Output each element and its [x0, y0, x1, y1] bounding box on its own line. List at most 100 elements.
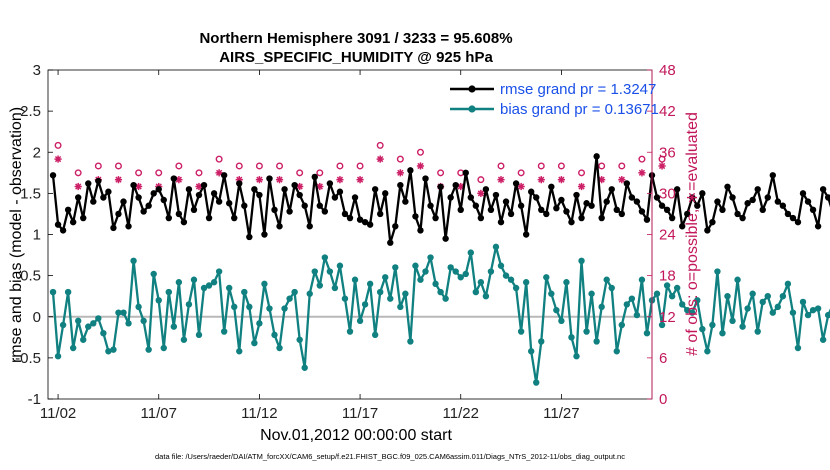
rmse-point	[69, 218, 77, 226]
rmse-point	[432, 214, 439, 222]
rmse-point	[618, 210, 625, 218]
bias-point	[341, 295, 349, 302]
rmse-point	[658, 202, 666, 209]
rmse-point	[125, 223, 132, 230]
obs-evaluated-marker	[336, 176, 344, 184]
obs-possible-marker	[376, 141, 384, 149]
obs-evaluated-marker	[537, 176, 545, 184]
bias-point	[608, 284, 615, 292]
bias-point	[628, 295, 636, 302]
rmse-point	[241, 202, 248, 209]
x-tick-label: 11/02	[40, 405, 76, 422]
bias-point	[276, 344, 283, 352]
bias-point	[623, 301, 631, 308]
bias-point	[558, 317, 565, 325]
rmse-point	[301, 202, 308, 209]
bias-point	[417, 276, 424, 283]
bias-point	[502, 272, 510, 279]
bias-point	[371, 331, 379, 339]
bias-point	[286, 295, 293, 302]
x-tick-label: 11/27	[543, 405, 579, 422]
rmse-point	[130, 181, 137, 189]
rmse-point	[789, 214, 797, 222]
bias-point	[663, 282, 671, 289]
bias-point	[673, 284, 681, 292]
rmse-point	[371, 186, 379, 193]
rmse-point	[528, 188, 535, 195]
bias-point	[115, 309, 122, 316]
rmse-point	[296, 191, 303, 199]
rmse-point	[185, 186, 193, 193]
bias-point	[789, 309, 797, 316]
bias-point	[412, 262, 419, 269]
rmse-point	[668, 214, 676, 222]
rmse-point	[54, 221, 62, 228]
rmse-point	[517, 202, 525, 209]
bias-point	[618, 321, 625, 329]
rmse-point	[256, 191, 263, 199]
bias-point	[517, 328, 525, 335]
obs-evaluated-marker	[497, 176, 505, 184]
bias-point	[59, 321, 67, 329]
obs-evaluated-marker	[477, 189, 485, 197]
rmse-point	[366, 221, 374, 228]
rmse-point	[744, 200, 751, 207]
bias-point	[538, 338, 545, 345]
bias-point	[422, 268, 429, 275]
bias-point	[95, 315, 102, 322]
bias-point	[679, 301, 686, 308]
rmse-point	[467, 194, 474, 201]
rmse-point	[779, 202, 787, 209]
rmse-series	[49, 153, 830, 246]
rmse-point	[226, 200, 233, 207]
bias-point	[467, 249, 474, 256]
x-tick-label: 11/17	[342, 405, 378, 422]
bias-point	[613, 348, 620, 355]
rmse-point	[316, 202, 323, 209]
rmse-point	[724, 183, 731, 190]
rmse-point	[155, 186, 162, 193]
bias-point	[457, 274, 464, 281]
y2-tick-label: 30	[659, 185, 676, 202]
rmse-point	[236, 180, 243, 187]
rmse-point	[628, 194, 636, 201]
obs-evaluated-marker	[416, 162, 425, 170]
y-tick-label: 1.5	[20, 185, 41, 202]
bias-point	[306, 290, 313, 297]
bias-point	[734, 276, 741, 283]
obs-possible-marker	[276, 162, 284, 170]
y-tick-label: -1	[28, 391, 41, 408]
rmse-point	[150, 190, 157, 197]
bias-point	[387, 295, 394, 302]
rmse-point	[472, 202, 480, 209]
bias-point	[598, 303, 605, 311]
rmse-point	[824, 194, 830, 201]
rmse-point	[80, 214, 87, 222]
bias-point	[432, 280, 439, 288]
rmse-point	[593, 153, 600, 160]
bias-point	[714, 268, 721, 275]
rmse-point	[558, 196, 565, 204]
bias-point	[814, 305, 822, 312]
bias-point	[64, 288, 72, 296]
rmse-point	[266, 175, 273, 182]
bias-point	[824, 311, 830, 319]
bias-point	[764, 292, 771, 300]
rmse-point	[653, 194, 661, 201]
bias-point	[462, 270, 469, 278]
bias-point	[271, 331, 278, 339]
legend-bias-label: bias grand pr = 0.13671	[500, 101, 659, 118]
bias-point	[724, 292, 731, 300]
bias-point	[759, 298, 766, 306]
bias-point	[231, 303, 238, 311]
rmse-point	[492, 191, 500, 199]
rmse-point	[543, 210, 550, 218]
legend-bias-marker	[468, 105, 476, 113]
rmse-point	[482, 186, 490, 193]
bias-point	[507, 276, 515, 283]
y2-tick-label: 36	[659, 144, 676, 161]
rmse-point	[220, 172, 228, 179]
bias-point	[356, 317, 364, 325]
obs-evaluated-marker	[255, 176, 263, 184]
